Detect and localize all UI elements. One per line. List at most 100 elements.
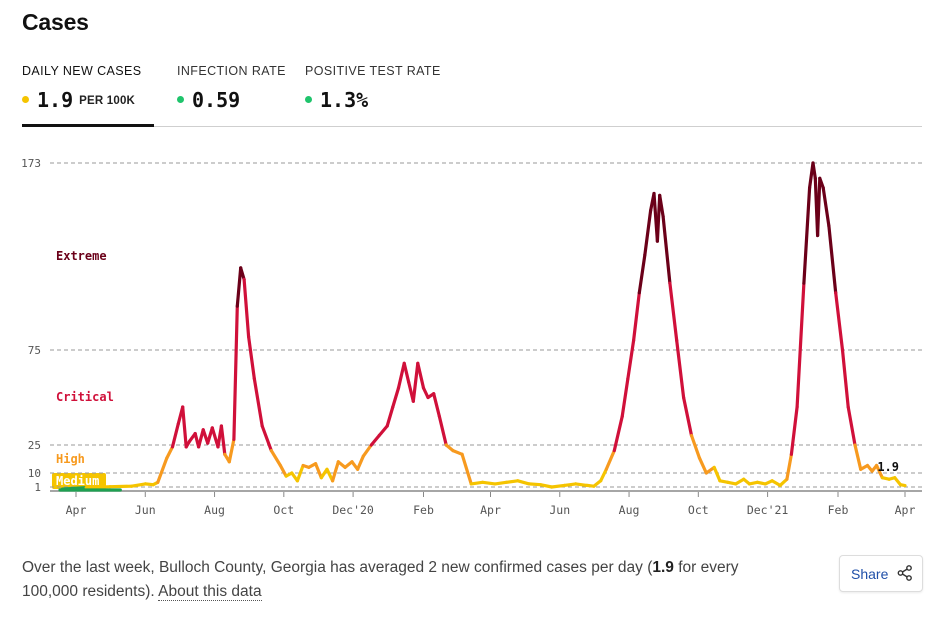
tab-value-row: 1.9 PER 100K [22, 88, 135, 112]
series-segment [712, 465, 722, 483]
series-segment [242, 277, 251, 339]
about-data-link[interactable]: About this data [158, 583, 262, 601]
series-segment [416, 361, 426, 390]
series-segment [604, 449, 616, 471]
series-segment [278, 463, 288, 478]
description-prefix: Over the last week, Bulloch County, Geor… [22, 559, 653, 576]
series-segment [527, 482, 543, 487]
series-segment [785, 452, 794, 481]
series-segment [437, 414, 448, 447]
tab-positive-test-rate[interactable]: POSITIVE TEST RATE 1.3% [305, 64, 440, 125]
x-tick-label: Aug [204, 503, 225, 517]
series-segment [252, 376, 264, 428]
cases-line-chart: Extreme Critical High Medium 110 25 75 173 Apr Ju… [21, 157, 922, 517]
series-segment [620, 376, 630, 419]
series-segment [834, 291, 845, 352]
series-segment [385, 405, 395, 428]
series-segment [661, 214, 672, 285]
series-segment [504, 479, 520, 484]
series-segment [643, 209, 653, 257]
series-segment [637, 252, 647, 295]
series-segment [377, 424, 389, 438]
tab-label: DAILY NEW CASES [22, 64, 142, 78]
series-segment [295, 463, 305, 483]
series-segment [84, 485, 112, 490]
x-tick-label: Jun [135, 503, 156, 517]
series-segment [451, 449, 464, 456]
series-segment [369, 433, 381, 447]
series-segment [802, 186, 812, 285]
series-segment [821, 186, 831, 228]
series-segment [130, 482, 147, 488]
series-segment [239, 266, 246, 281]
series-segment [460, 452, 473, 486]
series-segment [827, 224, 838, 295]
series-segment [481, 480, 497, 486]
series-segment [361, 443, 373, 458]
page-title: Cases [22, 9, 89, 35]
series-segment [811, 161, 817, 180]
series-segment [247, 335, 256, 381]
series-segment [631, 291, 641, 343]
share-icon [897, 565, 912, 581]
risk-label-critical: Critical [56, 390, 114, 404]
last-value-label: 1.9 [877, 460, 899, 474]
series-segment [516, 479, 531, 486]
series-segment [795, 281, 806, 409]
status-dot-icon [305, 96, 312, 104]
chart-description: Over the last week, Bulloch County, Geor… [22, 556, 782, 604]
y-tick-label: 25 [28, 439, 41, 452]
x-tick-label: Apr [895, 503, 916, 517]
series-segment [681, 395, 694, 438]
series-segment [411, 361, 420, 403]
series-segment [469, 480, 485, 486]
x-tick-label: Apr [66, 503, 87, 517]
share-button[interactable]: Share [839, 555, 923, 592]
x-tick-label: Oct [273, 503, 294, 517]
series-segment [612, 414, 624, 453]
tab-daily-new-cases[interactable]: DAILY NEW CASES 1.9 PER 100K [22, 64, 154, 127]
x-tick-label: Apr [480, 503, 501, 517]
series-segment [599, 467, 608, 483]
tab-label: POSITIVE TEST RATE [305, 64, 441, 78]
x-tick-label: Aug [619, 503, 640, 517]
risk-label-extreme: Extreme [56, 249, 107, 263]
tab-infection-rate[interactable]: INFECTION RATE 0.59 [177, 64, 287, 125]
series-segment [493, 480, 508, 486]
metric-tabs: DAILY NEW CASES 1.9 PER 100K INFECTION RA… [22, 64, 922, 127]
description-suffix: for every 100,000 residents). [22, 559, 739, 600]
series-segment [818, 176, 825, 190]
series-segment [314, 462, 323, 480]
status-dot-icon [22, 96, 29, 104]
series-segment [108, 484, 134, 489]
y-tick-label: 10 [28, 467, 41, 480]
x-tick-label: Jun [549, 503, 570, 517]
series-segment [219, 424, 227, 456]
series-segment [815, 176, 822, 238]
y-tick-label: 173 [21, 157, 41, 170]
series-segment [626, 338, 636, 381]
series-segment [874, 463, 884, 480]
risk-label-high: High [56, 452, 85, 466]
series-segment [689, 433, 702, 460]
x-tick-label: Feb [828, 503, 849, 517]
series-segment [331, 460, 340, 483]
series-segment [432, 392, 441, 419]
infection-rate-value: 0.59 [192, 88, 241, 112]
series-segment [574, 482, 589, 487]
positive-test-rate-value: 1.3% [320, 88, 369, 112]
series-segment [853, 443, 863, 471]
per-100k-unit: PER 100K [79, 95, 136, 107]
series-segment [181, 405, 188, 449]
series-segment [235, 266, 243, 308]
description-value: 1.9 [652, 559, 674, 576]
risk-label-medium: Medium [56, 474, 99, 488]
series-segment [356, 454, 365, 471]
series-segment [846, 405, 857, 447]
series-segment [658, 193, 665, 219]
series-segment [269, 449, 282, 468]
series-segment [538, 483, 554, 489]
series-segment [789, 405, 799, 456]
tab-value-row: 0.59 [177, 88, 240, 112]
series-segment [165, 445, 175, 460]
